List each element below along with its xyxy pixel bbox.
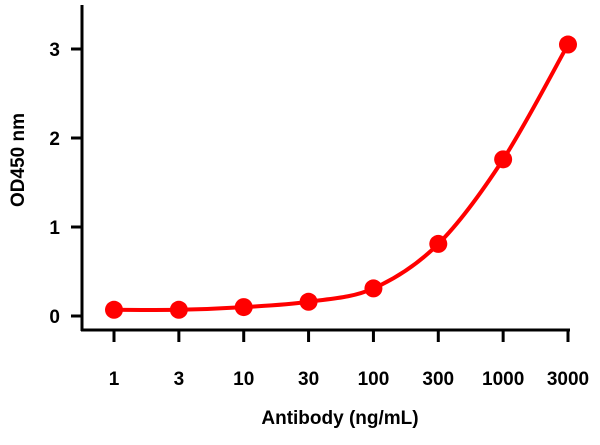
x-tick-label: 10	[233, 369, 254, 390]
y-tick-label: 3	[49, 40, 60, 61]
x-tick-label: 300	[422, 369, 454, 390]
x-axis-title: Antibody (ng/mL)	[261, 408, 418, 429]
y-tick-label: 2	[49, 129, 60, 150]
axes	[71, 5, 570, 342]
data-point	[364, 279, 383, 298]
x-tick-label: 3000	[547, 369, 589, 390]
data-point	[494, 150, 513, 169]
x-tick-label: 1000	[482, 369, 524, 390]
data-point	[105, 300, 123, 319]
x-tick-label: 100	[358, 369, 390, 390]
data-point	[429, 234, 448, 253]
data-point	[234, 298, 253, 317]
data-point	[559, 35, 577, 54]
data-point	[299, 292, 318, 311]
x-tick-label: 3	[174, 369, 185, 390]
x-tick-label: 1	[109, 369, 120, 390]
series-line	[113, 43, 570, 312]
y-tick-label: 1	[49, 218, 60, 239]
y-tick-label: 0	[49, 307, 60, 328]
series	[105, 35, 577, 319]
tick-labels: 0 1 2 3 1 3 10 30 100 300 1000 3000	[49, 40, 589, 390]
x-tick-label: 30	[298, 369, 319, 390]
y-axis-title: OD450 nm	[8, 113, 29, 207]
data-point	[169, 300, 188, 319]
